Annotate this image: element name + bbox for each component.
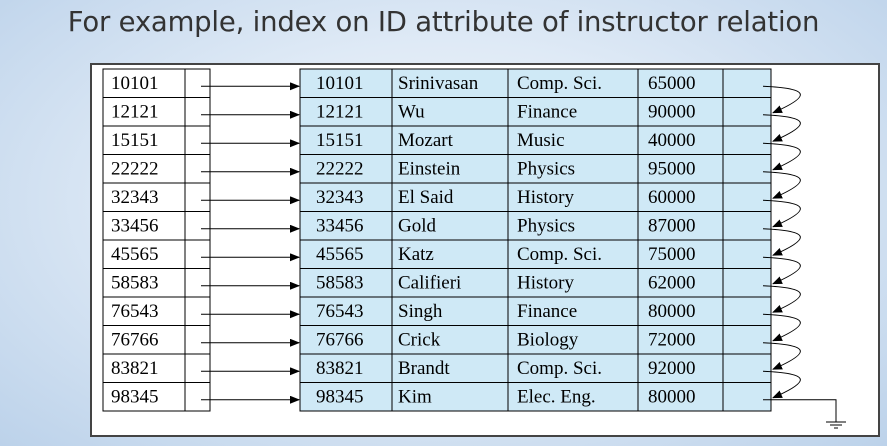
record-id: 83821 xyxy=(316,358,364,379)
record-salary: 60000 xyxy=(648,187,696,208)
record-salary: 87000 xyxy=(648,216,696,237)
record-salary: 80000 xyxy=(648,301,696,322)
record-id: 22222 xyxy=(316,159,364,180)
slide-heading: For example, index on ID attribute of in… xyxy=(67,6,820,38)
record-salary: 72000 xyxy=(648,330,696,351)
record-id: 76543 xyxy=(316,301,364,322)
record-id: 33456 xyxy=(316,216,364,237)
next-record-pointer xyxy=(762,85,801,114)
record-salary: 65000 xyxy=(648,73,696,94)
record-dept: Physics xyxy=(517,216,575,237)
index-key: 32343 xyxy=(111,187,159,208)
next-record-pointer xyxy=(762,313,801,342)
record-dept: History xyxy=(517,187,575,208)
null-pointer-line xyxy=(763,399,837,422)
record-salary: 62000 xyxy=(648,273,696,294)
record-salary: 90000 xyxy=(648,102,696,123)
record-dept: Finance xyxy=(517,301,577,322)
record-dept: Elec. Eng. xyxy=(517,387,596,408)
next-record-pointer xyxy=(762,171,801,199)
record-id: 98345 xyxy=(316,387,364,408)
record-id: 15151 xyxy=(316,130,364,151)
next-record-pointer xyxy=(762,370,801,399)
next-record-pointer xyxy=(762,256,801,285)
record-dept: Comp. Sci. xyxy=(517,358,602,379)
record-dept: History xyxy=(517,273,575,294)
record-id: 12121 xyxy=(316,102,364,123)
record-dept: Music xyxy=(517,130,565,151)
pointer-arrows xyxy=(201,82,300,404)
next-record-pointer xyxy=(762,285,801,313)
index-key: 45565 xyxy=(111,244,159,265)
index-key: 58583 xyxy=(111,273,159,294)
index-file: 10101 12121 15151 22222 32343 33456 45565 58583… xyxy=(102,68,211,412)
record-salary: 75000 xyxy=(648,244,696,265)
record-name: Wu xyxy=(398,102,425,123)
next-record-pointer xyxy=(762,228,801,256)
record-name: Einstein xyxy=(398,159,461,180)
record-chain-pointers xyxy=(762,85,846,429)
record-name: Califieri xyxy=(398,273,461,294)
record-name: Crick xyxy=(398,330,441,351)
record-name: Brandt xyxy=(398,358,450,379)
record-name: Gold xyxy=(398,216,437,237)
record-dept: Finance xyxy=(517,102,577,123)
record-dept: Biology xyxy=(517,330,579,351)
next-record-pointer xyxy=(762,142,801,171)
record-salary: 92000 xyxy=(648,358,696,379)
index-key: 76543 xyxy=(111,301,159,322)
record-id: 45565 xyxy=(316,244,364,265)
index-key: 33456 xyxy=(111,216,159,237)
record-id: 76766 xyxy=(316,330,364,351)
index-key: 10101 xyxy=(111,73,159,94)
record-name: Singh xyxy=(398,301,443,322)
index-key: 22222 xyxy=(111,159,159,180)
record-id: 58583 xyxy=(316,273,364,294)
record-name: El Said xyxy=(398,187,454,208)
record-dept: Comp. Sci. xyxy=(517,73,602,94)
relation-file: 10101 Srinivasan Comp. Sci. 65000 12121 Wu Fin… xyxy=(299,68,772,412)
record-dept: Physics xyxy=(517,159,575,180)
next-record-pointer xyxy=(762,342,801,370)
index-key: 12121 xyxy=(111,102,159,123)
record-name: Srinivasan xyxy=(398,73,479,94)
index-key: 76766 xyxy=(111,330,159,351)
record-id: 32343 xyxy=(316,187,364,208)
index-key: 98345 xyxy=(111,387,159,408)
record-name: Kim xyxy=(398,387,432,408)
record-dept: Comp. Sci. xyxy=(517,244,602,265)
record-salary: 40000 xyxy=(648,130,696,151)
next-record-pointer xyxy=(762,199,801,228)
record-name: Katz xyxy=(398,244,434,265)
next-record-pointer xyxy=(762,114,801,142)
record-salary: 95000 xyxy=(648,159,696,180)
record-salary: 80000 xyxy=(648,387,696,408)
record-name: Mozart xyxy=(398,130,454,151)
index-key: 15151 xyxy=(111,130,159,151)
record-id: 10101 xyxy=(316,73,364,94)
index-key: 83821 xyxy=(111,358,159,379)
